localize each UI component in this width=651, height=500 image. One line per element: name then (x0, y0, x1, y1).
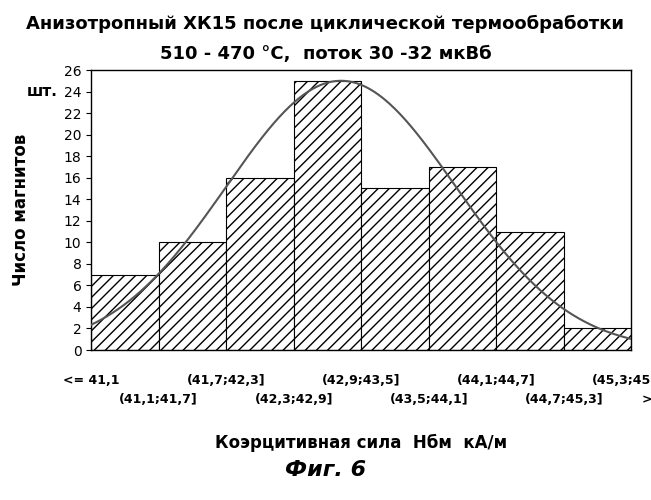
Text: Фиг. 6: Фиг. 6 (285, 460, 366, 480)
Text: 510 - 470 °C,  поток 30 -32 мкВб: 510 - 470 °C, поток 30 -32 мкВб (159, 45, 492, 63)
Text: (45,3;45,9]: (45,3;45,9] (592, 374, 651, 386)
Bar (361, 188, 429, 350)
Text: Анизотропный ХК15 после циклической термообработки: Анизотропный ХК15 после циклической терм… (27, 15, 624, 33)
Bar (227, 178, 294, 350)
Bar (497, 232, 564, 350)
Text: (41,1;41,7]: (41,1;41,7] (119, 393, 198, 406)
Bar (159, 242, 227, 350)
Bar (429, 167, 497, 350)
Text: <= 41,1: <= 41,1 (63, 374, 119, 386)
Bar (564, 328, 631, 350)
Text: Число магнитов: Число магнитов (12, 134, 30, 286)
Text: (41,7;42,3]: (41,7;42,3] (187, 374, 266, 386)
Text: (42,3;42,9]: (42,3;42,9] (255, 393, 333, 406)
Text: Коэрцитивная сила  Hбм  кА/м: Коэрцитивная сила Hбм кА/м (215, 434, 507, 452)
Text: (44,7;45,3]: (44,7;45,3] (525, 393, 603, 406)
Text: (43,5;44,1]: (43,5;44,1] (389, 393, 468, 406)
Text: > 45,9: > 45,9 (643, 393, 651, 406)
Text: шт.: шт. (27, 84, 58, 99)
Bar (294, 81, 361, 350)
Bar (91, 274, 159, 350)
Text: (44,1;44,7]: (44,1;44,7] (457, 374, 536, 386)
Text: (42,9;43,5]: (42,9;43,5] (322, 374, 400, 386)
